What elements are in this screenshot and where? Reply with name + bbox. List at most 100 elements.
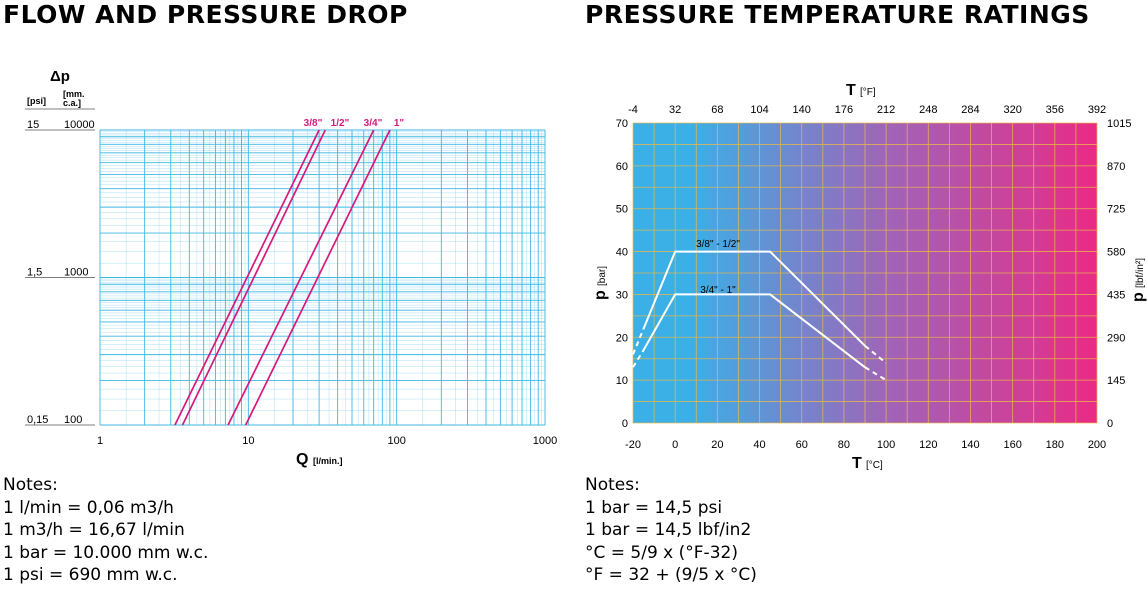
rating-curve (642, 293, 866, 369)
series-label: 3/4" (364, 118, 383, 129)
note-line: 1 bar = 10.000 mm w.c. (3, 542, 209, 563)
top-axis-symbol: T (846, 82, 856, 99)
y-tick-label-psi: 15 (27, 119, 39, 131)
right-tick-label: 580 (1107, 247, 1125, 259)
x-tick-label: 1 (97, 435, 103, 447)
series-label: 1" (394, 118, 405, 129)
series-label: 1/2" (331, 118, 350, 129)
y-tick-label: 20 (616, 332, 628, 344)
note-line: °F = 32 + (9/5 x °C) (585, 565, 757, 585)
top-tick-label: 248 (919, 104, 937, 116)
series-label: 3/4" - 1" (700, 285, 736, 296)
y-tick-label: 40 (616, 247, 628, 259)
right-tick-label: 725 (1107, 204, 1125, 216)
top-tick-label: 356 (1046, 104, 1064, 116)
x-axis-unit: [l/min.] (313, 456, 343, 466)
flow-curve-line (244, 129, 391, 426)
flow-pressure-drop-chart: 0,15 1,5 15 100 1000 10000 1 10 100 1000 Δp [psi] [m… (25, 68, 557, 468)
x-tick-label: 100 (877, 439, 895, 451)
y-tick-label-psi: 1,5 (27, 267, 42, 279)
flow-curve-line (181, 129, 327, 426)
note-line: 1 l/min = 0,06 m3/h (3, 497, 174, 518)
y-tick-label: 50 (616, 204, 628, 216)
note-line: 1 m3/h = 16,67 l/min (3, 520, 185, 540)
y-tick-label: 0 (622, 418, 628, 430)
right-axis-label: p [lbf/in²] (1130, 258, 1147, 302)
y-tick-label-mm: 10000 (64, 119, 95, 131)
x-tick-label: 200 (1088, 439, 1106, 451)
top-tick-label: 140 (793, 104, 811, 116)
rating-curve (642, 250, 866, 347)
top-tick-label: 284 (961, 104, 979, 116)
x-tick-label: 180 (1046, 439, 1064, 451)
right-tick-label: 1015 (1107, 118, 1131, 130)
flow-curve-line (227, 129, 375, 426)
top-axis-unit: [°F] (860, 87, 876, 98)
right-axis-symbol: p (1130, 292, 1147, 302)
x-tick-label: 160 (1003, 439, 1021, 451)
x-axis-symbol: T (852, 455, 862, 472)
y-tick-label-mm: 1000 (64, 267, 88, 279)
x-axis-unit: [°C] (866, 460, 883, 471)
y-unit-mm: c.a.] (63, 98, 81, 108)
rating-curve-dashed (864, 345, 887, 364)
top-tick-label: 104 (750, 104, 768, 116)
top-tick-label: 32 (669, 104, 681, 116)
x-tick-label: 140 (961, 439, 979, 451)
x-tick-label: 0 (672, 439, 678, 451)
y-axis-label: p [bar] (592, 266, 609, 300)
top-tick-label: 68 (711, 104, 723, 116)
y-ticks (25, 129, 95, 426)
y-tick-label: 70 (616, 118, 628, 130)
note-line: 1 psi = 690 mm w.c. (3, 565, 178, 585)
x-tick-label: 100 (387, 435, 405, 447)
y-tick-label-psi: 0,15 (27, 414, 48, 426)
rating-curve-dashed (632, 328, 645, 355)
right-axis-unit: [lbf/in²] (1135, 258, 1146, 288)
y-tick-label: 60 (616, 161, 628, 173)
series-label: 3/8" (304, 118, 323, 129)
x-tick-label: 10 (242, 435, 254, 447)
note-line: °C = 5/9 x (°F-32) (585, 542, 738, 563)
temperature-chart-title: PRESSURE TEMPERATURE RATINGS (585, 0, 1090, 29)
top-tick-label: 320 (1003, 104, 1021, 116)
note-line: Notes: (3, 475, 58, 495)
right-tick-label: 290 (1107, 332, 1125, 344)
y-unit-psi: [psi] (27, 96, 46, 106)
rating-curve-dashed (864, 366, 887, 381)
x-tick-label: 80 (838, 439, 850, 451)
series-label: 3/8" - 1/2" (696, 239, 740, 250)
right-tick-label: 435 (1107, 289, 1125, 301)
flow-chart-title: FLOW AND PRESSURE DROP (3, 0, 408, 29)
y-axis-symbol: p (592, 290, 609, 300)
right-tick-label: 0 (1107, 418, 1113, 430)
x-tick-label: 120 (919, 439, 937, 451)
temperature-notes: Notes: 1 bar = 14,5 psi 1 bar = 14,5 lbf… (585, 474, 757, 587)
top-tick-label: 392 (1088, 104, 1106, 116)
y-axis-unit: [bar] (597, 266, 608, 286)
y-tick-label: 30 (616, 289, 628, 301)
temp-grid (632, 122, 1098, 424)
x-axis-symbol: Q (296, 451, 308, 468)
y-tick-label-mm: 100 (64, 414, 82, 426)
x-tick-label: -20 (625, 439, 641, 451)
flow-notes: Notes: 1 l/min = 0,06 m3/h 1 m3/h = 16,6… (3, 474, 208, 587)
top-tick-label: -4 (628, 104, 638, 116)
y-axis-symbol: Δp (50, 68, 70, 85)
x-tick-label: 1000 (533, 435, 557, 447)
right-tick-label: 145 (1107, 375, 1125, 387)
rating-curve-dashed (632, 349, 645, 368)
note-line: Notes: (585, 475, 640, 495)
x-tick-label: 20 (711, 439, 723, 451)
pressure-temperature-chart: -20 0 20 40 60 80 100 120 140 160 180 200-4 32 68 104 1… (592, 82, 1147, 472)
right-tick-label: 870 (1107, 161, 1125, 173)
note-line: 1 bar = 14,5 lbf/in2 (585, 520, 752, 540)
x-tick-label: 60 (796, 439, 808, 451)
note-line: 1 bar = 14,5 psi (585, 497, 723, 518)
top-tick-label: 176 (835, 104, 853, 116)
y-unit-mm: [mm. (63, 89, 85, 99)
x-tick-label: 40 (753, 439, 765, 451)
top-tick-label: 212 (877, 104, 895, 116)
y-tick-label: 10 (616, 375, 628, 387)
flow-curve-line (174, 129, 320, 426)
